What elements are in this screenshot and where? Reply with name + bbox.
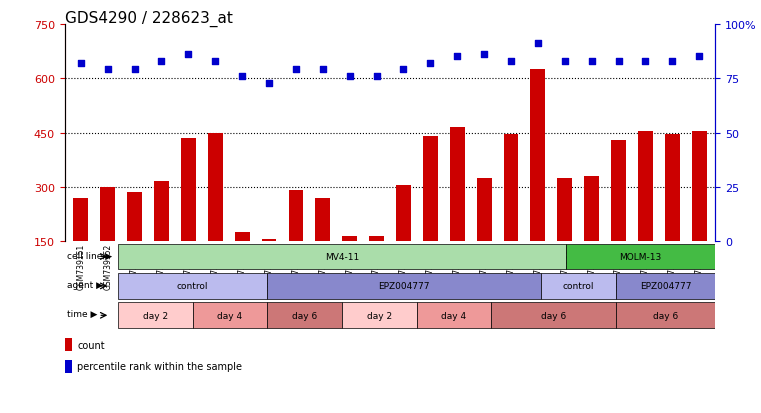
- Point: [505, 58, 517, 65]
- Text: EPZ004777: EPZ004777: [640, 282, 691, 291]
- Bar: [417, 303, 492, 328]
- Point: [613, 58, 625, 65]
- Point: [424, 61, 436, 67]
- Bar: [100, 188, 115, 296]
- Bar: [118, 303, 193, 328]
- Bar: [616, 273, 715, 299]
- Bar: [118, 273, 267, 299]
- Text: day 4: day 4: [441, 311, 466, 320]
- Bar: [154, 182, 169, 296]
- Point: [666, 58, 678, 65]
- Bar: [315, 198, 330, 296]
- Bar: [692, 131, 707, 296]
- Bar: [557, 178, 572, 296]
- Point: [183, 52, 195, 59]
- Text: day 6: day 6: [541, 311, 566, 320]
- Bar: [665, 135, 680, 296]
- Bar: [193, 303, 267, 328]
- Text: agent ▶: agent ▶: [67, 280, 103, 289]
- Point: [75, 61, 87, 67]
- Text: day 2: day 2: [367, 311, 392, 320]
- Bar: [208, 133, 223, 296]
- Point: [693, 54, 705, 61]
- Text: percentile rank within the sample: percentile rank within the sample: [78, 361, 242, 371]
- Bar: [127, 193, 142, 296]
- Point: [451, 54, 463, 61]
- Text: EPZ004777: EPZ004777: [378, 282, 430, 291]
- Bar: [638, 131, 653, 296]
- Bar: [342, 303, 417, 328]
- Point: [290, 67, 302, 74]
- Bar: [288, 191, 304, 296]
- Bar: [342, 236, 357, 296]
- Point: [263, 80, 275, 87]
- Point: [317, 67, 329, 74]
- Point: [102, 67, 114, 74]
- Bar: [541, 273, 616, 299]
- Point: [129, 67, 141, 74]
- Bar: [267, 273, 541, 299]
- Bar: [423, 137, 438, 296]
- Bar: [267, 303, 342, 328]
- Text: day 6: day 6: [292, 311, 317, 320]
- Point: [209, 58, 221, 65]
- Point: [478, 52, 490, 59]
- Point: [155, 58, 167, 65]
- Bar: [181, 139, 196, 296]
- Point: [236, 74, 248, 80]
- Text: MOLM-13: MOLM-13: [619, 252, 662, 261]
- Point: [559, 58, 571, 65]
- Text: day 4: day 4: [218, 311, 243, 320]
- Text: count: count: [78, 340, 105, 350]
- Bar: [530, 70, 546, 296]
- Bar: [566, 244, 715, 270]
- Bar: [118, 244, 566, 270]
- Bar: [616, 303, 715, 328]
- Bar: [396, 185, 411, 296]
- Text: time ▶: time ▶: [67, 310, 97, 318]
- Bar: [611, 140, 626, 296]
- Bar: [492, 303, 616, 328]
- Bar: [234, 233, 250, 296]
- Point: [397, 67, 409, 74]
- Bar: [73, 198, 88, 296]
- Text: day 6: day 6: [653, 311, 678, 320]
- Text: day 2: day 2: [143, 311, 168, 320]
- Bar: [262, 240, 276, 296]
- Text: control: control: [562, 282, 594, 291]
- Bar: [504, 135, 518, 296]
- Bar: [65, 360, 72, 373]
- Bar: [65, 338, 72, 351]
- Text: MV4-11: MV4-11: [325, 252, 359, 261]
- Bar: [584, 177, 599, 296]
- Point: [344, 74, 356, 80]
- Text: cell line ▶: cell line ▶: [67, 251, 113, 260]
- Point: [371, 74, 383, 80]
- Bar: [476, 178, 492, 296]
- Point: [585, 58, 597, 65]
- Text: GDS4290 / 228623_at: GDS4290 / 228623_at: [65, 10, 233, 26]
- Point: [639, 58, 651, 65]
- Bar: [369, 236, 384, 296]
- Bar: [450, 128, 465, 296]
- Text: control: control: [177, 282, 209, 291]
- Point: [532, 41, 544, 47]
